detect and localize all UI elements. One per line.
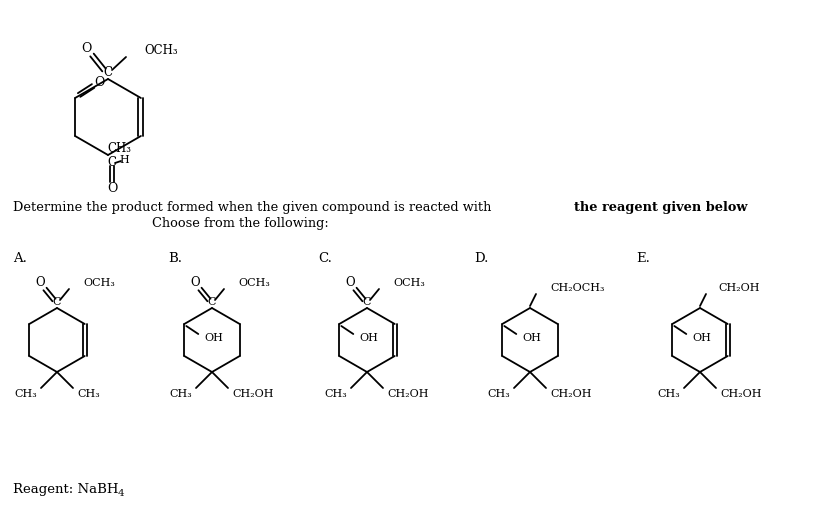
Text: OCH₃: OCH₃ [144,45,178,57]
Text: OH: OH [522,333,541,343]
Text: O: O [81,43,91,55]
Text: OH: OH [359,333,378,343]
Text: H: H [119,155,129,165]
Text: CH₃: CH₃ [169,389,192,399]
Text: B.: B. [168,251,182,265]
Text: OH: OH [204,333,223,343]
Text: O: O [190,276,200,289]
Text: C: C [107,157,116,169]
Text: CH₂OH: CH₂OH [387,389,429,399]
Text: OCH₃: OCH₃ [238,278,270,288]
Text: Choose from the following:: Choose from the following: [152,216,329,230]
Text: CH₂OH: CH₂OH [232,389,273,399]
Text: CH₃: CH₃ [77,389,100,399]
Text: O: O [36,276,45,289]
Text: CH₂OH: CH₂OH [718,283,759,293]
Text: OCH₃: OCH₃ [393,278,425,288]
Text: CH₃: CH₃ [107,141,131,155]
Text: OCH₃: OCH₃ [83,278,115,288]
Text: C: C [208,297,216,307]
Text: CH₂OH: CH₂OH [720,389,762,399]
Text: E.: E. [636,251,650,265]
Text: OH: OH [692,333,711,343]
Text: 4: 4 [118,489,125,497]
Text: C: C [363,297,371,307]
Text: O: O [345,276,355,289]
Text: CH₂OH: CH₂OH [550,389,591,399]
Text: O: O [107,183,117,196]
Text: CH₂OCH₃: CH₂OCH₃ [550,283,605,293]
Text: D.: D. [474,251,488,265]
Text: C.: C. [318,251,332,265]
Text: Reagent: NaBH: Reagent: NaBH [13,484,118,496]
Text: C: C [103,65,112,79]
Text: CH₃: CH₃ [14,389,37,399]
Text: O: O [94,77,104,90]
Text: CH₃: CH₃ [487,389,510,399]
Text: Determine the product formed when the given compound is reacted with: Determine the product formed when the gi… [13,200,491,213]
Text: CH₃: CH₃ [657,389,680,399]
Text: CH₃: CH₃ [325,389,347,399]
Text: C: C [53,297,61,307]
Text: the reagent given below: the reagent given below [574,200,748,213]
Text: A.: A. [13,251,27,265]
